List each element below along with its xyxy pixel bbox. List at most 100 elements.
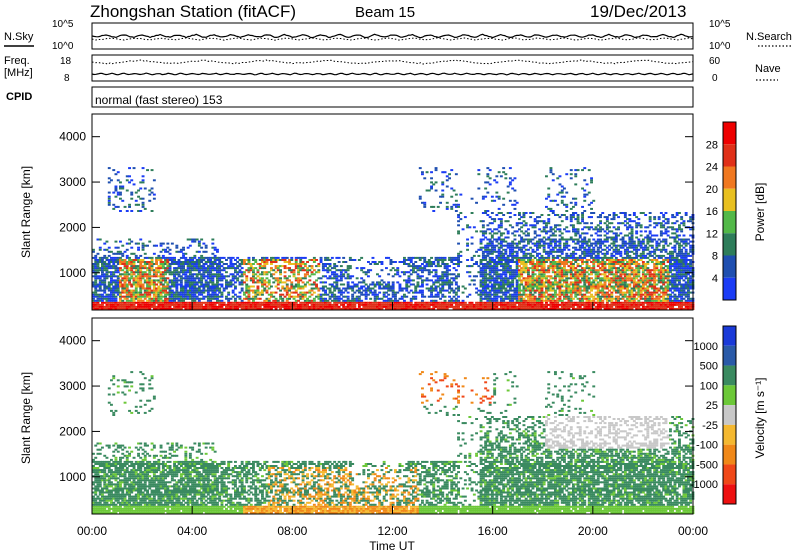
heatmap-cell [569,295,573,298]
heatmap-cell [457,308,460,310]
heatmap-cell [430,177,433,180]
heatmap-cell [497,301,501,304]
heatmap-cell [292,308,296,310]
heatmap-cell [114,269,118,272]
heatmap-cell [211,265,215,268]
heatmap-cell [380,283,384,286]
heatmap-cell [351,303,355,306]
heatmap-cell [432,308,436,310]
heatmap-cell [337,297,341,300]
heatmap-cell [436,293,440,296]
heatmap-cell [175,269,179,272]
heatmap-cell [303,293,307,296]
heatmap-cell [288,297,291,300]
heatmap-cell [191,259,195,261]
heatmap-cell [299,256,303,259]
heatmap-cell [454,263,458,265]
heatmap-cell [490,242,494,245]
heatmap-cell [508,259,512,261]
heatmap-cell [547,250,551,253]
heatmap-cell [412,303,415,306]
heatmap-cell [119,291,122,294]
heatmap-cell [283,308,287,310]
heatmap-cell [508,295,512,298]
heatmap-cell [590,277,593,280]
heatmap-cell [596,242,600,245]
heatmap-cell [247,271,251,274]
heatmap-cell [204,267,208,270]
heatmap-cell [547,238,551,241]
heatmap-cell [114,246,118,249]
heatmap-cell [112,279,116,282]
heatmap-cell [448,287,451,290]
heatmap-cell [94,271,98,274]
heatmap-cell [418,195,422,198]
heatmap-cell [563,259,566,261]
heatmap-cell [179,267,183,270]
heatmap-cell [161,265,165,268]
heatmap-cell [321,285,325,288]
heatmap-cell [378,261,382,263]
heatmap-cell [538,252,542,255]
heatmap-cell [285,283,289,286]
heatmap-cell [572,197,575,200]
heatmap-cell [508,224,512,227]
heatmap-cell [317,295,321,298]
heatmap-cell [587,303,591,306]
heatmap-cell [184,269,188,272]
heatmap-cell [364,287,368,290]
heatmap-cell [488,263,492,265]
heatmap-cell [499,224,503,227]
heatmap-cell [531,308,535,310]
heatmap-cell [107,263,111,265]
heatmap-cell [328,301,332,304]
heatmap-cell [261,256,264,259]
heatmap-cell [119,295,122,298]
heatmap-cell [378,303,382,306]
heatmap-cell [170,291,174,294]
heatmap-cell [423,265,427,268]
heatmap-cell [502,256,506,259]
heatmap-cell [527,252,530,255]
heatmap-cell [213,303,217,306]
heatmap-cell [421,303,424,306]
heatmap-cell [243,305,246,308]
heatmap-cell [522,214,526,216]
heatmap-cell [324,285,327,288]
heatmap-cell [515,230,519,233]
heatmap-cell [585,248,589,251]
heatmap-cell [542,222,546,225]
heatmap-cell [547,254,551,257]
heatmap-cell [252,275,255,278]
heatmap-cell [599,230,602,233]
heatmap-cell [450,283,454,286]
heatmap-cell [522,261,526,263]
heatmap-cell [110,277,113,280]
heatmap-cell [565,230,569,233]
heatmap-cell [486,305,490,308]
heatmap-cell [134,279,138,282]
heatmap-cell [418,301,422,304]
heatmap-cell [439,275,442,278]
heatmap-cell [481,277,485,280]
heatmap-cell [567,271,571,274]
heatmap-cell [470,236,474,239]
heatmap-cell [409,305,413,308]
heatmap-cell [193,240,197,243]
heatmap-cell [141,295,145,298]
heatmap-cell [412,283,415,286]
heatmap-cell [551,281,555,284]
heatmap-cell [121,244,125,247]
heatmap-cell [166,256,170,259]
heatmap-cell [560,303,564,306]
heatmap-cell [549,240,553,243]
heatmap-cell [508,281,512,284]
heatmap-cell [560,277,564,280]
heatmap-cell [572,283,575,286]
heatmap-cell [342,256,346,259]
heatmap-cell [576,273,580,276]
heatmap-cell [502,287,506,290]
heatmap-cell [211,275,215,278]
heatmap-cell [234,305,237,308]
heatmap-cell [159,301,163,304]
